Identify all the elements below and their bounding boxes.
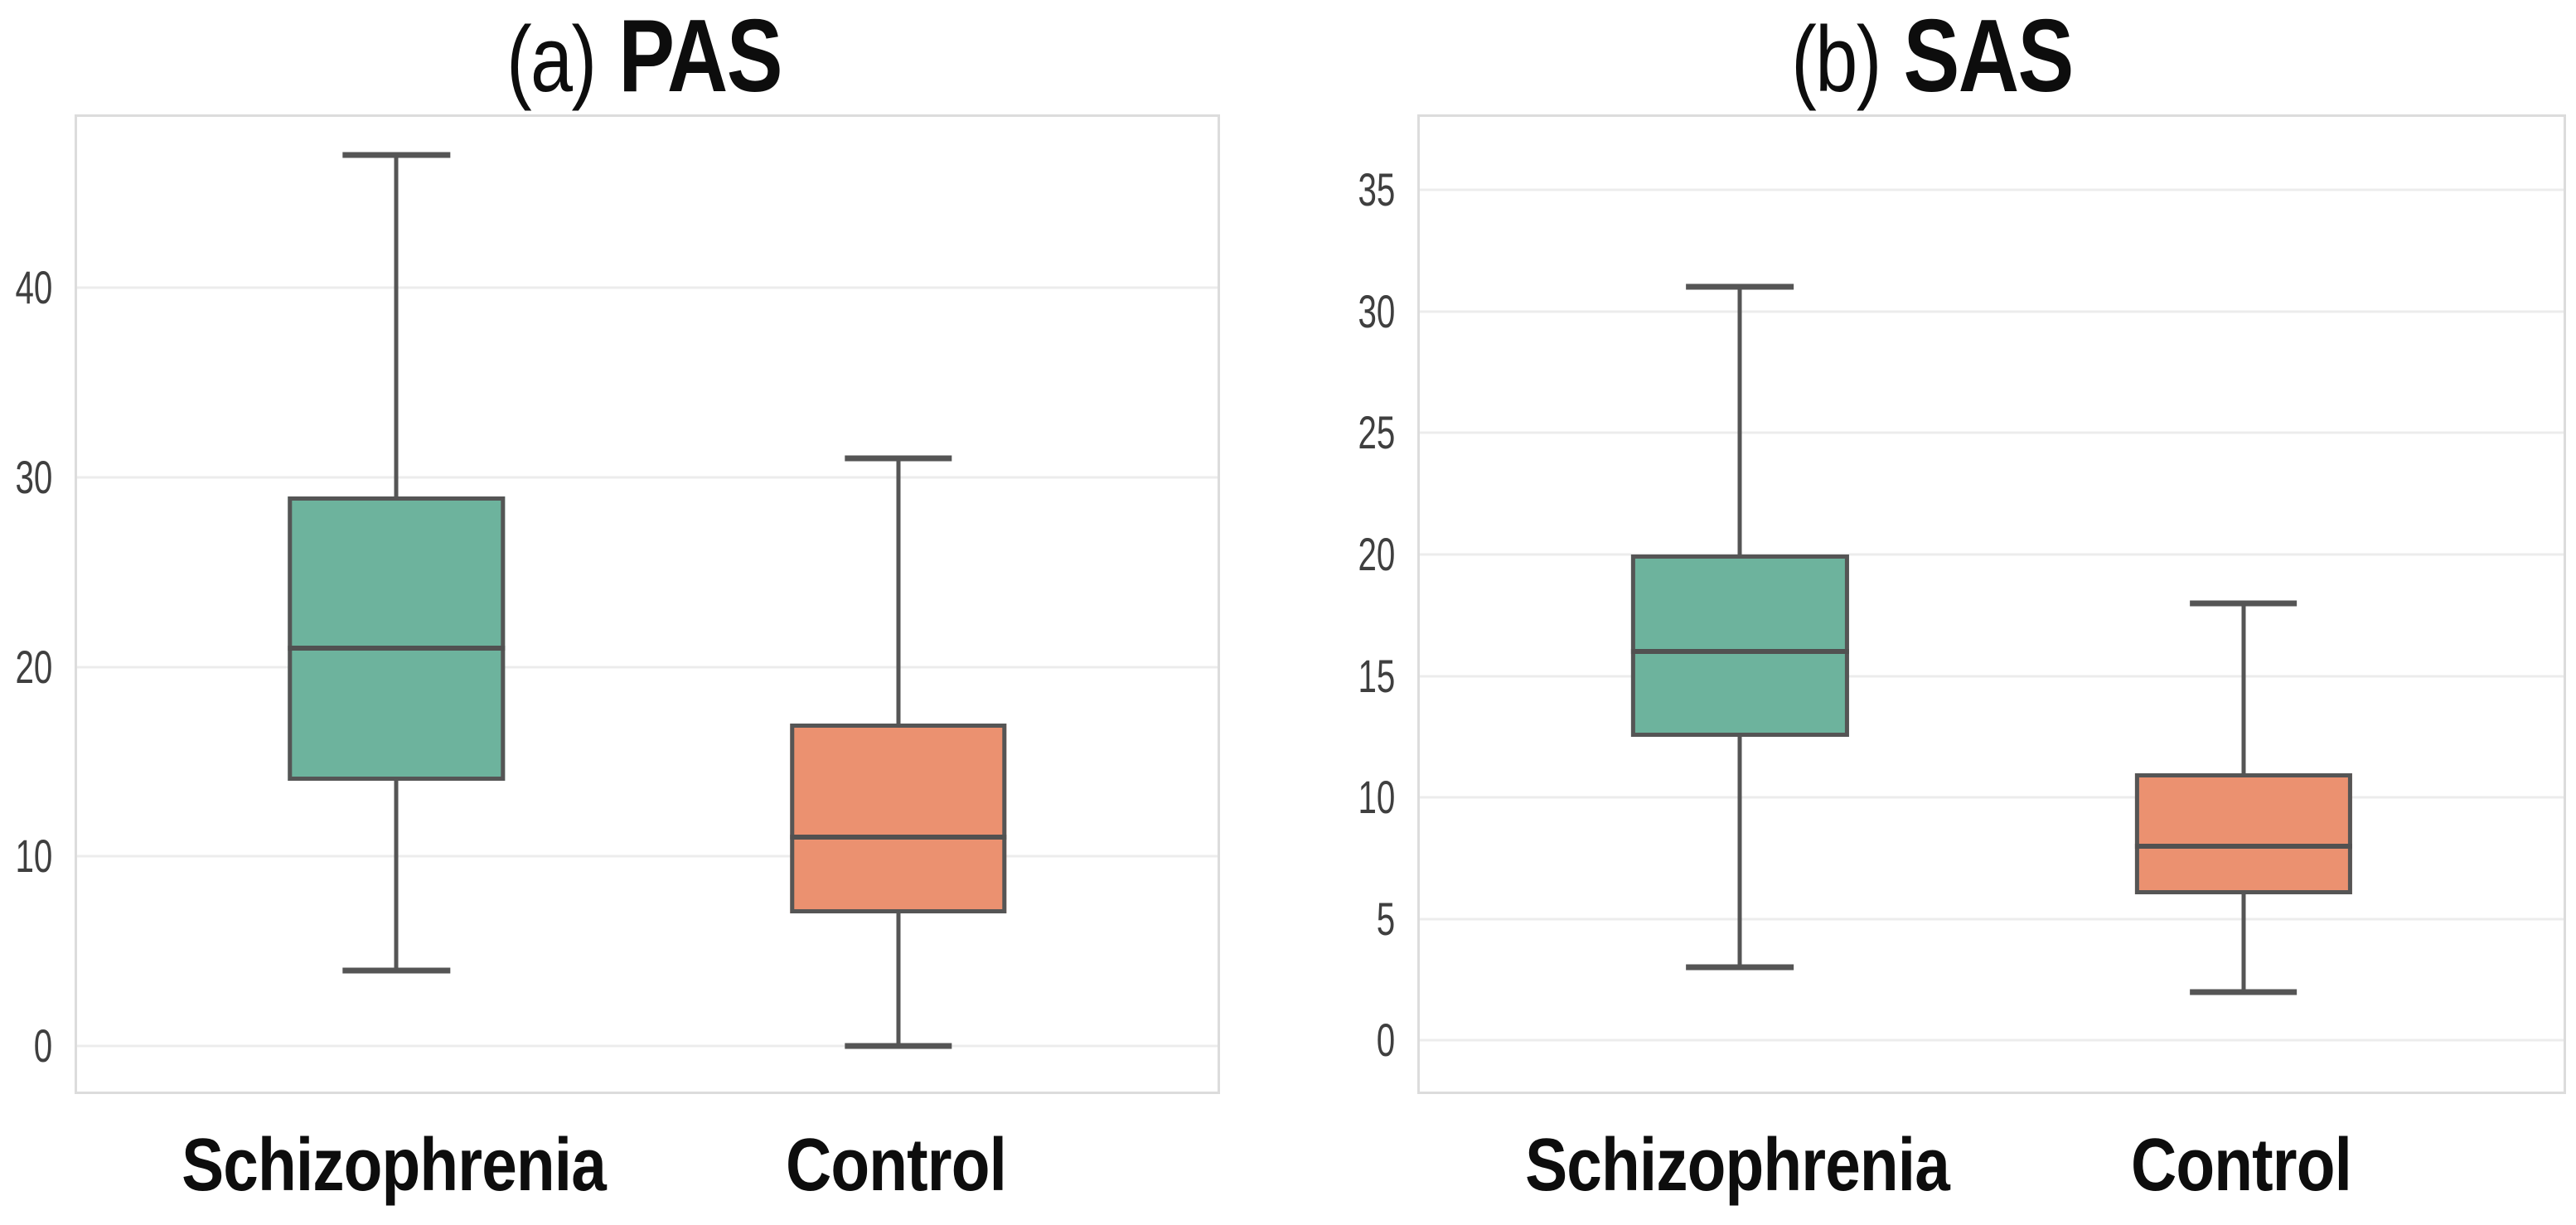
- chart-title-label-pas: PAS: [618, 0, 782, 114]
- y-tick-label-20: 20: [15, 640, 52, 693]
- y-tick-label-0: 0: [33, 1019, 52, 1072]
- gridline-y-20: [1420, 553, 2564, 556]
- gridline-y-5: [1420, 918, 2564, 921]
- gridline-y-10: [1420, 796, 2564, 799]
- chart-title-pas: (a) PAS: [116, 5, 1172, 108]
- gridline-y-35: [1420, 188, 2564, 191]
- x-axis-labels-sas: Schizophrenia Control: [1417, 1124, 2561, 1215]
- gridline-y-20: [77, 666, 1218, 668]
- whisker-cap-max-control: [845, 455, 952, 462]
- plot-area-pas: 0 10 20 30 40: [15, 114, 1220, 1094]
- y-tick-label-5: 5: [1376, 892, 1395, 945]
- y-tick-label-0: 0: [1376, 1014, 1395, 1067]
- y-tick-label-10: 10: [1358, 771, 1395, 824]
- y-tick-label-40: 40: [15, 260, 52, 313]
- whisker-cap-min-schizophrenia: [1686, 964, 1794, 971]
- panel-letter-b: (b): [1791, 7, 1881, 111]
- category-label-schizophrenia: Schizophrenia: [1525, 1124, 1950, 1207]
- median-line-control: [2134, 843, 2352, 849]
- box-schizophrenia: [288, 496, 505, 781]
- whisker-cap-min-control: [845, 1043, 952, 1049]
- category-label-schizophrenia: Schizophrenia: [182, 1124, 607, 1207]
- y-tick-label-35: 35: [1358, 162, 1395, 215]
- median-line-schizophrenia: [1631, 649, 1849, 655]
- chart-title-sas: (b) SAS: [1404, 5, 2460, 108]
- y-tick-label-25: 25: [1358, 406, 1395, 459]
- y-tick-label-10: 10: [15, 830, 52, 883]
- panel-pas: (a) PAS 0 10 20 30 40 Schizophrenia Control: [15, 5, 1220, 1215]
- x-axis-labels-pas: Schizophrenia Control: [75, 1124, 1215, 1215]
- gridline-y-40: [77, 286, 1218, 289]
- box-control: [790, 724, 1007, 913]
- gridline-y-30: [77, 476, 1218, 479]
- median-line-schizophrenia: [288, 645, 505, 651]
- category-label-control: Control: [785, 1124, 1007, 1207]
- gridline-y-25: [1420, 431, 2564, 434]
- gridline-y-30: [1420, 310, 2564, 313]
- box-control: [2134, 772, 2352, 895]
- whisker-cap-min-schizophrenia: [342, 967, 450, 974]
- gridline-y-10: [77, 855, 1218, 858]
- y-tick-label-20: 20: [1358, 527, 1395, 580]
- whisker-cap-max-control: [2189, 600, 2298, 607]
- gridline-y-15: [1420, 675, 2564, 677]
- box-schizophrenia: [1631, 554, 1849, 737]
- whisker-cap-max-schizophrenia: [1686, 283, 1794, 290]
- whisker-cap-min-control: [2189, 989, 2298, 995]
- whisker-cap-max-schizophrenia: [342, 152, 450, 158]
- median-line-control: [790, 835, 1007, 840]
- y-tick-label-15: 15: [1358, 649, 1395, 702]
- y-tick-label-30: 30: [15, 450, 52, 503]
- panel-sas: (b) SAS 0 5 10 15 20 25 30 35 Schizophrenia Cont…: [1288, 0, 2576, 1225]
- category-label-control: Control: [2130, 1124, 2352, 1207]
- panel-letter-a: (a): [506, 7, 597, 111]
- chart-title-label-sas: SAS: [1903, 0, 2075, 114]
- y-tick-label-30: 30: [1358, 284, 1395, 337]
- plot-area-sas: 0 5 10 15 20 25 30 35: [1358, 114, 2566, 1094]
- gridline-y-0: [1420, 1039, 2564, 1042]
- gridline-y-0: [77, 1044, 1218, 1048]
